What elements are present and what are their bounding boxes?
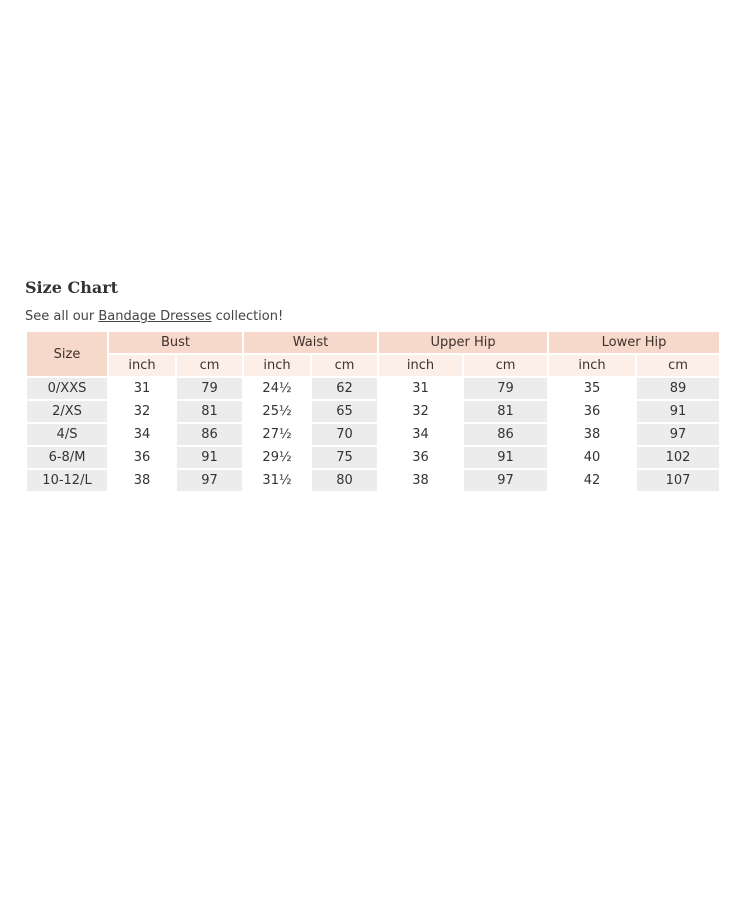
column-header-waist: Waist <box>244 332 378 353</box>
size-chart-table: Size Bust Waist Upper Hip Lower Hip inch… <box>25 330 721 493</box>
table-row: 6-8/M 36 91 29½ 75 36 91 40 102 <box>27 447 720 468</box>
bust-cm-value: 86 <box>177 424 242 445</box>
unit-header-upper-hip-cm: cm <box>464 355 548 376</box>
table-row: 4/S 34 86 27½ 70 34 86 38 97 <box>27 424 720 445</box>
table-row: 10-12/L 38 97 31½ 80 38 97 42 107 <box>27 470 720 491</box>
upper-hip-cm-value: 97 <box>464 470 548 491</box>
column-header-size: Size <box>27 332 107 376</box>
bust-cm-value: 91 <box>177 447 242 468</box>
waist-cm-value: 62 <box>312 378 378 399</box>
lower-hip-inch-value: 40 <box>549 447 636 468</box>
size-label: 0/XXS <box>27 378 107 399</box>
unit-header-lower-hip-cm: cm <box>637 355 720 376</box>
waist-inch-value: 31½ <box>244 470 310 491</box>
unit-header-lower-hip-inch: inch <box>549 355 636 376</box>
intro-text: See all our Bandage Dresses collection! <box>25 309 719 324</box>
header-row-units: inch cm inch cm inch cm inch cm <box>27 355 720 376</box>
bust-inch-value: 31 <box>109 378 175 399</box>
table-row: 2/XS 32 81 25½ 65 32 81 36 91 <box>27 401 720 422</box>
column-header-lower-hip: Lower Hip <box>549 332 720 353</box>
bust-inch-value: 36 <box>109 447 175 468</box>
unit-header-waist-cm: cm <box>312 355 378 376</box>
waist-cm-value: 75 <box>312 447 378 468</box>
unit-header-bust-inch: inch <box>109 355 175 376</box>
unit-header-bust-cm: cm <box>177 355 242 376</box>
bust-cm-value: 97 <box>177 470 242 491</box>
intro-prefix: See all our <box>25 309 99 324</box>
waist-inch-value: 24½ <box>244 378 310 399</box>
table-row: 0/XXS 31 79 24½ 62 31 79 35 89 <box>27 378 720 399</box>
lower-hip-inch-value: 38 <box>549 424 636 445</box>
bust-inch-value: 34 <box>109 424 175 445</box>
unit-header-upper-hip-inch: inch <box>379 355 463 376</box>
upper-hip-cm-value: 91 <box>464 447 548 468</box>
upper-hip-cm-value: 81 <box>464 401 548 422</box>
intro-suffix: collection! <box>211 309 284 324</box>
upper-hip-cm-value: 86 <box>464 424 548 445</box>
size-label: 4/S <box>27 424 107 445</box>
lower-hip-cm-value: 97 <box>637 424 720 445</box>
page-title: Size Chart <box>25 278 119 297</box>
bust-inch-value: 32 <box>109 401 175 422</box>
upper-hip-inch-value: 36 <box>379 447 463 468</box>
waist-inch-value: 25½ <box>244 401 310 422</box>
upper-hip-inch-value: 32 <box>379 401 463 422</box>
upper-hip-inch-value: 34 <box>379 424 463 445</box>
unit-header-waist-inch: inch <box>244 355 310 376</box>
waist-cm-value: 70 <box>312 424 378 445</box>
waist-cm-value: 65 <box>312 401 378 422</box>
size-label: 6-8/M <box>27 447 107 468</box>
lower-hip-inch-value: 42 <box>549 470 636 491</box>
bust-cm-value: 81 <box>177 401 242 422</box>
lower-hip-cm-value: 102 <box>637 447 720 468</box>
lower-hip-cm-value: 91 <box>637 401 720 422</box>
column-header-bust: Bust <box>109 332 242 353</box>
lower-hip-cm-value: 107 <box>637 470 720 491</box>
upper-hip-cm-value: 79 <box>464 378 548 399</box>
waist-inch-value: 27½ <box>244 424 310 445</box>
lower-hip-inch-value: 36 <box>549 401 636 422</box>
header-row-groups: Size Bust Waist Upper Hip Lower Hip <box>27 332 720 376</box>
size-label: 2/XS <box>27 401 107 422</box>
bust-inch-value: 38 <box>109 470 175 491</box>
waist-inch-value: 29½ <box>244 447 310 468</box>
size-label: 10-12/L <box>27 470 107 491</box>
bust-cm-value: 79 <box>177 378 242 399</box>
bandage-dresses-link[interactable]: Bandage Dresses <box>98 309 212 324</box>
lower-hip-inch-value: 35 <box>549 378 636 399</box>
upper-hip-inch-value: 38 <box>379 470 463 491</box>
waist-cm-value: 80 <box>312 470 378 491</box>
size-chart-section: Size Chart See all our Bandage Dresses c… <box>25 278 721 493</box>
upper-hip-inch-value: 31 <box>379 378 463 399</box>
lower-hip-cm-value: 89 <box>637 378 720 399</box>
column-header-upper-hip: Upper Hip <box>379 332 548 353</box>
